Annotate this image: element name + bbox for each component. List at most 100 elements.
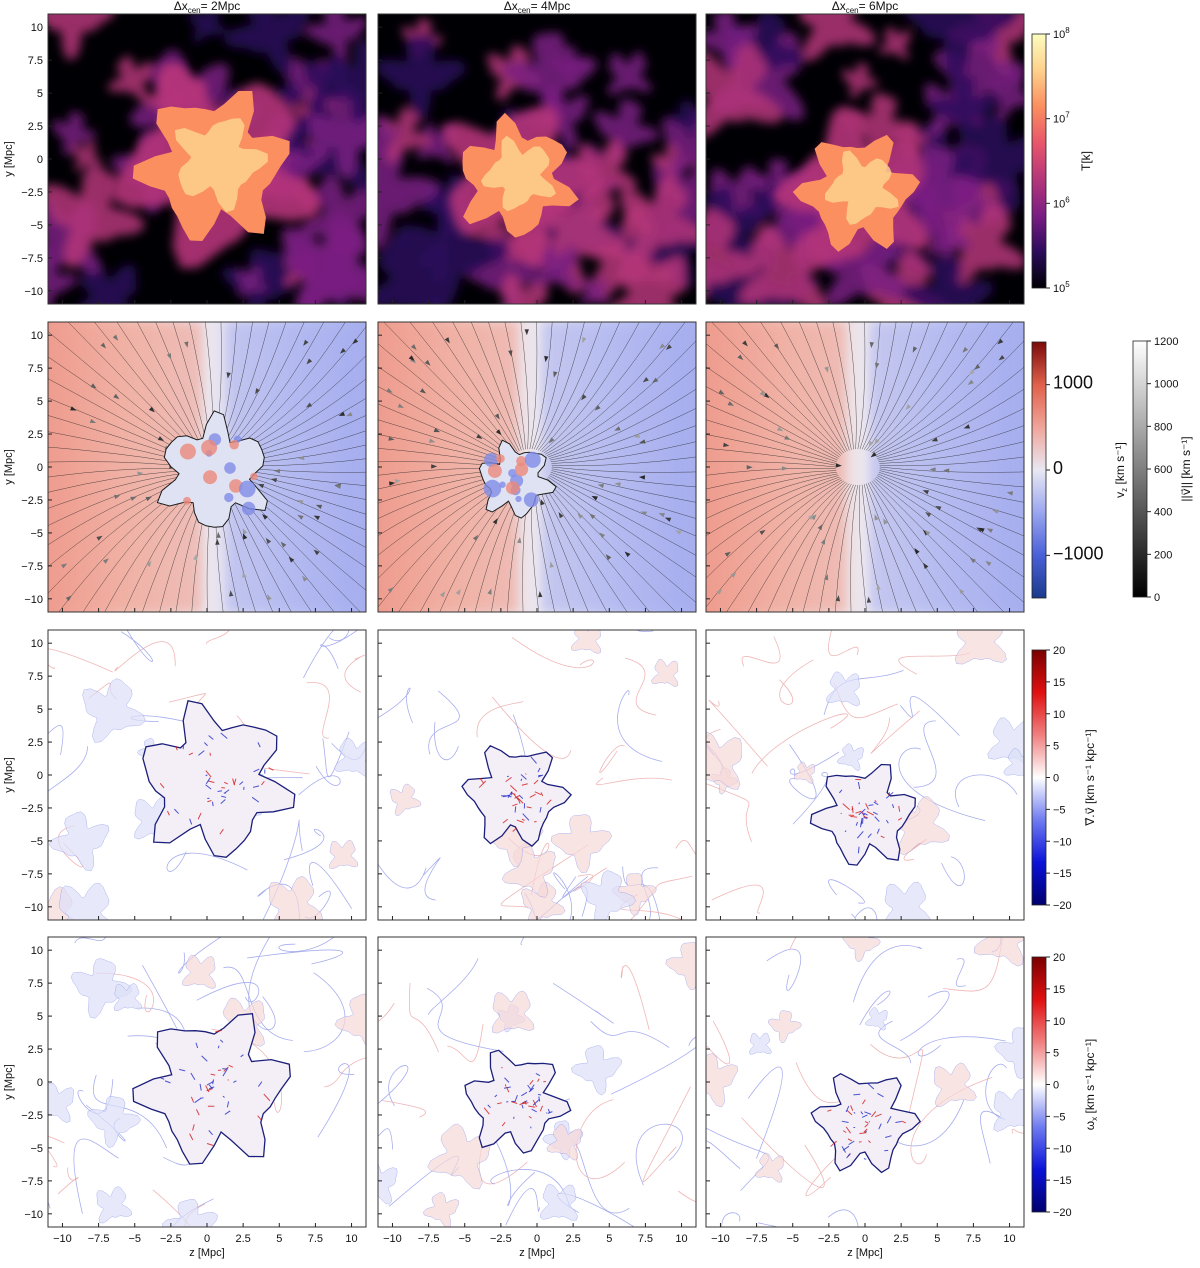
flow-arrow xyxy=(280,541,287,548)
streamline xyxy=(236,466,366,473)
flow-arrow xyxy=(297,514,304,520)
turbulent-feature xyxy=(868,1140,871,1144)
turbulent-feature xyxy=(240,1054,244,1058)
turbulent-feature xyxy=(535,1073,541,1077)
filament xyxy=(980,1110,1006,1164)
flow-arrow xyxy=(868,440,874,448)
y-tick-label: 0 xyxy=(37,770,43,782)
turbulent-feature xyxy=(884,1135,892,1138)
gas-cloud xyxy=(667,100,696,140)
gas-cloud xyxy=(236,265,268,298)
filament xyxy=(706,1020,730,1065)
filament xyxy=(635,630,654,632)
turbulent-feature xyxy=(844,830,847,833)
turbulent-feature xyxy=(842,1130,847,1133)
turbulent-feature xyxy=(901,1120,907,1124)
flow-arrow xyxy=(742,340,748,347)
x-tick-label: −2.5 xyxy=(490,1233,512,1245)
turbulent-feature xyxy=(827,1109,832,1112)
colorbar-tick-label: 0 xyxy=(1154,592,1160,604)
turbulent-feature xyxy=(845,1105,850,1113)
colorbar-tick-label: 400 xyxy=(1154,507,1172,519)
flow-arrow xyxy=(773,343,779,350)
filament xyxy=(624,657,657,716)
streamline xyxy=(378,448,508,466)
x-tick-label: 5 xyxy=(606,1233,612,1245)
temperature-panel xyxy=(706,14,1024,304)
flow-arrow xyxy=(835,595,841,602)
core-eddy xyxy=(250,472,258,481)
turbulent-feature xyxy=(511,1101,518,1104)
streamline xyxy=(835,484,856,612)
turbulent-feature xyxy=(842,803,850,811)
turbulent-feature xyxy=(861,1114,868,1118)
streamline xyxy=(871,322,990,454)
flow-arrow xyxy=(969,557,976,564)
flow-arrow xyxy=(746,465,753,470)
flow-arrow xyxy=(216,531,221,538)
filament xyxy=(378,687,413,724)
turbulent-feature xyxy=(862,811,865,818)
substructure xyxy=(48,1082,74,1123)
substructure xyxy=(993,1089,1024,1132)
flow-arrow xyxy=(419,388,427,394)
flow-arrow xyxy=(963,424,971,429)
filament xyxy=(447,1023,484,1062)
y-tick-label: −10 xyxy=(24,594,43,606)
turbulent-feature xyxy=(855,821,859,826)
filament xyxy=(913,720,937,788)
turbulent-feature xyxy=(885,819,889,824)
streamline xyxy=(378,419,509,463)
substructure xyxy=(954,630,1007,665)
turbulent-feature xyxy=(189,818,193,825)
streamline xyxy=(235,470,366,500)
temperature-panel xyxy=(378,14,696,304)
filament xyxy=(617,690,663,762)
streamline xyxy=(706,476,840,556)
filament xyxy=(428,958,479,1015)
flow-arrow xyxy=(633,433,641,438)
turbulent-feature xyxy=(895,1121,902,1124)
shock-front xyxy=(142,700,296,858)
streamline xyxy=(737,322,844,454)
turbulent-feature xyxy=(501,1066,503,1069)
flow-arrow xyxy=(716,589,723,595)
flow-arrow xyxy=(424,359,431,366)
core-eddy xyxy=(499,481,506,488)
flow-arrow xyxy=(599,532,606,539)
turbulent-feature xyxy=(217,1045,220,1049)
colorbar-tick-label: 20 xyxy=(1053,952,1065,964)
turbulent-feature xyxy=(851,806,854,813)
streamline xyxy=(706,461,836,468)
turbulent-feature xyxy=(160,1077,165,1080)
y-tick-label: −5 xyxy=(30,220,43,232)
streamline xyxy=(222,322,287,451)
turbulent-feature xyxy=(514,1094,518,1103)
streamline xyxy=(549,388,696,459)
flow-arrow xyxy=(883,518,888,525)
flow-arrow xyxy=(614,482,621,487)
streamline xyxy=(383,322,515,455)
turbulent-feature xyxy=(222,1069,228,1077)
vorticity-panel xyxy=(48,937,366,1227)
gas-cloud xyxy=(579,277,610,304)
substructure xyxy=(422,1192,460,1227)
turbulent-feature xyxy=(263,1093,271,1102)
filament xyxy=(408,983,439,1053)
filament xyxy=(675,840,696,856)
flow-arrow xyxy=(1006,491,1014,496)
filament xyxy=(428,690,460,755)
core-eddy xyxy=(201,439,218,456)
substructure xyxy=(580,870,637,920)
substructure xyxy=(933,1062,977,1108)
filament xyxy=(955,958,966,987)
substructure xyxy=(651,659,679,687)
turbulent-feature xyxy=(506,1086,510,1093)
turbulent-feature xyxy=(846,1109,853,1116)
gas-cloud xyxy=(378,34,467,122)
substructure xyxy=(754,1152,784,1183)
flow-arrow xyxy=(508,350,513,357)
streamline xyxy=(706,386,839,459)
filament xyxy=(985,1064,1007,1120)
